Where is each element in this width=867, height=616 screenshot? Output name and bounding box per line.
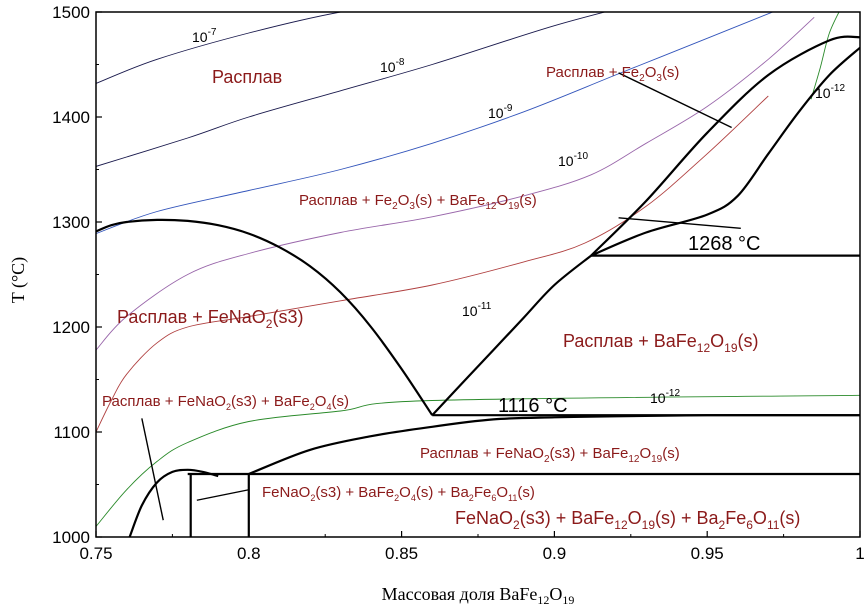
- y-tick-label-3: 1300: [52, 213, 90, 232]
- leader-line-2: [141, 418, 164, 521]
- x-tick-label-3: 0.9: [543, 544, 567, 563]
- x-axis-title: Массовая доля BaFe12O19: [382, 584, 575, 607]
- phase-boundary-8: [128, 468, 219, 537]
- isobar-label-1e-8: 10-8: [380, 57, 405, 75]
- x-tick-label-4: 0.95: [691, 544, 724, 563]
- region-label-fenao2-bafe2o4-ba2fe6o11: FeNaO2(s3) + BaFe2O4(s) + Ba2Fe6O11(s): [262, 484, 535, 503]
- phase-boundary-0: [96, 218, 434, 416]
- isobar-line-1: [96, 12, 607, 167]
- region-label-melt: Расплав: [212, 67, 282, 87]
- x-tick-label-1: 0.8: [237, 544, 261, 563]
- tick-group: 0.75 0.8 0.85 0.9 0.95 1 1000 1100 1200 1300 1400 1…: [52, 3, 865, 563]
- region-label-melt-fenao2-bafe12o19: Расплав + FeNaO2(s3) + BaFe12O19(s): [420, 445, 680, 465]
- leader-line-0: [618, 72, 732, 129]
- x-tick-label-0: 0.75: [79, 544, 112, 563]
- x-tick-label-5: 1: [855, 544, 864, 563]
- eutectic-1116-label: 1116 °C: [498, 395, 568, 417]
- region-label-fenao2-bafe12o19-ba2fe6o11: FeNaO2(s3) + BaFe12O19(s) + Ba2Fe6O11(s): [455, 508, 800, 532]
- isobar-line-3: [96, 16, 815, 351]
- isobar-line-6: [810, 12, 840, 100]
- isobar-label-1e-7: 10-7: [192, 27, 217, 45]
- region-label-melt-bafe12o19: Расплав + BaFe12O19(s): [563, 331, 759, 355]
- isobar-line-2: [96, 12, 774, 235]
- phase-boundary-group: [96, 35, 860, 537]
- region-label-melt-fe2o3-bafe12o19: Расплав + Fe2O3(s) + BaFe12O19(s): [299, 192, 537, 212]
- y-tick-label-5: 1500: [52, 3, 90, 22]
- leader-line-group: [141, 72, 741, 521]
- y-tick-label-4: 1400: [52, 108, 90, 127]
- phase-boundary-6: [248, 414, 860, 476]
- leader-line-1: [618, 217, 741, 229]
- isobar-label-1e-11: 10-11: [462, 301, 492, 319]
- eutectic-1268-label: 1268 °C: [688, 233, 761, 255]
- isobar-line-0: [96, 12, 344, 84]
- leader-line-3: [196, 489, 249, 501]
- y-tick-label-2: 1200: [52, 318, 90, 337]
- isobar-line-4: [96, 95, 769, 433]
- phase-boundary-3: [590, 46, 860, 257]
- isobar-label-1e-12-b: 10-12: [815, 83, 845, 101]
- y-tick-label-1: 1100: [53, 423, 90, 442]
- y-axis-title: T (°C): [8, 257, 29, 303]
- isobar-label-1e-12-a: 10-12: [650, 388, 680, 406]
- region-label-melt-fe2o3: Расплав + Fe2O3(s): [546, 64, 679, 84]
- phase-boundary-1: [431, 254, 592, 416]
- isobar-label-1e-10: 10-10: [558, 151, 588, 169]
- isobar-line-5: [96, 394, 860, 527]
- region-label-melt-fenao2-bafe2o4: Расплав + FeNaO2(s3) + BaFe2O4(s): [102, 393, 349, 412]
- y-tick-label-0: 1000: [52, 528, 90, 547]
- isobar-label-1e-9: 10-9: [488, 103, 513, 121]
- phase-boundary-2: [590, 35, 860, 257]
- region-label-melt-fenao2: Расплав + FeNaO2(s3): [117, 307, 303, 331]
- x-tick-label-2: 0.85: [385, 544, 418, 563]
- isobar-group: [96, 12, 860, 527]
